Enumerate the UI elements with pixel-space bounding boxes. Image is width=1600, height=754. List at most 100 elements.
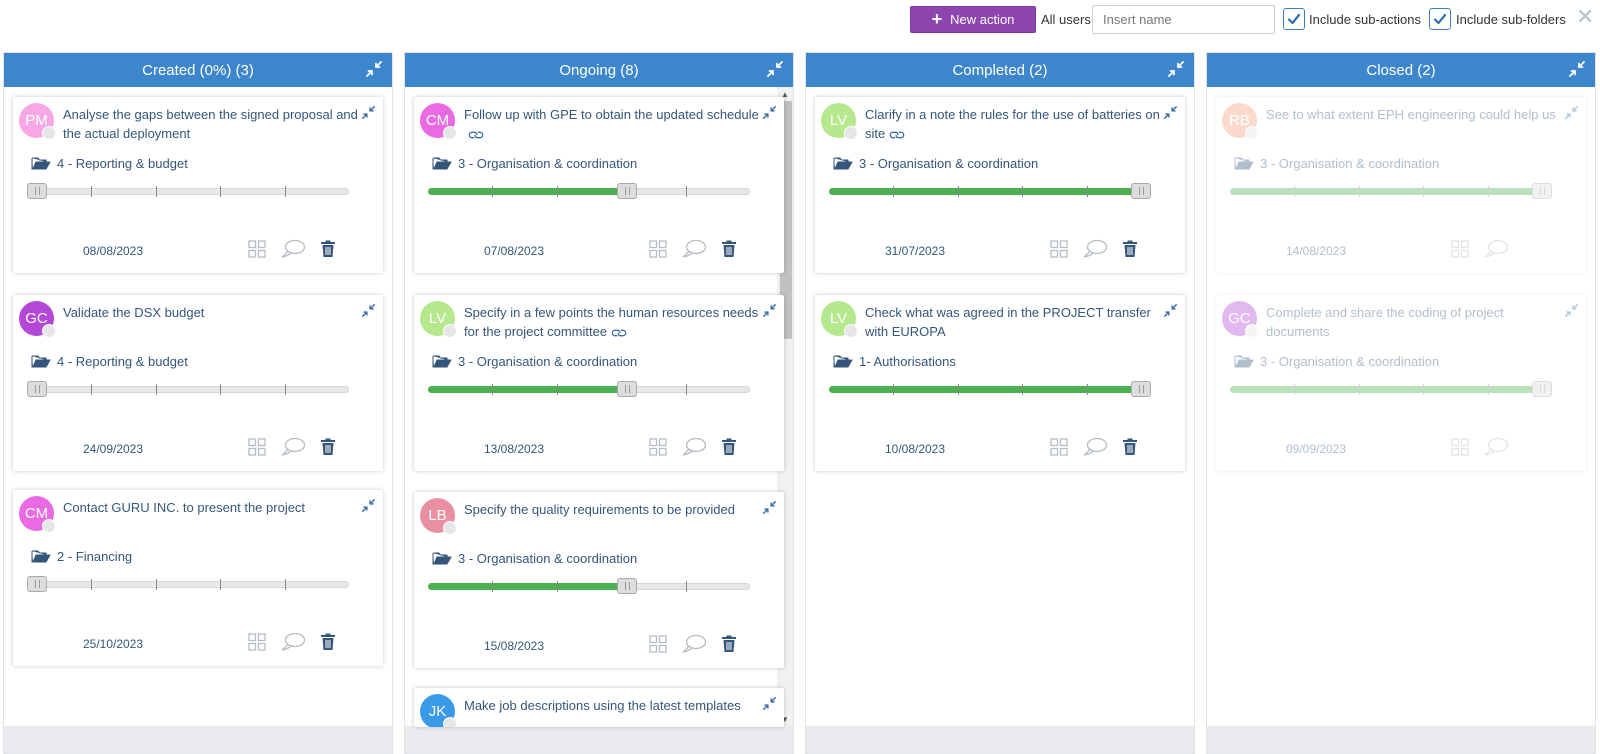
action-card[interactable]: LV Check what was agreed in the PROJECT t… xyxy=(815,295,1185,471)
trash-icon[interactable] xyxy=(1122,240,1138,258)
link-icon[interactable] xyxy=(611,327,627,339)
action-card[interactable]: CM Contact GURU INC. to present the proje… xyxy=(13,490,383,666)
grid-icon[interactable] xyxy=(1050,438,1068,456)
progress-handle[interactable] xyxy=(616,578,637,594)
card-title[interactable]: Complete and share the coding of project… xyxy=(1266,303,1561,341)
folder-row[interactable]: 3 - Organisation & coordination xyxy=(432,549,637,567)
progress-slider[interactable] xyxy=(829,183,1151,199)
comment-icon[interactable] xyxy=(1082,437,1108,457)
progress-handle[interactable] xyxy=(1131,183,1151,199)
comment-icon[interactable] xyxy=(681,239,707,259)
trash-icon[interactable] xyxy=(320,240,336,258)
action-card[interactable]: GC Complete and share the coding of proje… xyxy=(1216,295,1586,471)
card-title[interactable]: See to what extent EPH engineering could… xyxy=(1266,105,1561,124)
progress-slider[interactable] xyxy=(428,578,750,594)
action-card[interactable]: PM Analyse the gaps between the signed pr… xyxy=(13,97,383,273)
grid-icon[interactable] xyxy=(649,438,667,456)
user-name-input[interactable] xyxy=(1092,5,1275,34)
card-title[interactable]: Clarify in a note the rules for the use … xyxy=(865,105,1160,143)
include-sub-actions-checkbox[interactable] xyxy=(1283,8,1305,30)
progress-handle[interactable] xyxy=(1532,381,1552,397)
include-sub-folders-checkbox[interactable] xyxy=(1429,8,1451,30)
grid-icon[interactable] xyxy=(248,438,266,456)
grid-icon[interactable] xyxy=(248,633,266,651)
folder-row[interactable]: 3 - Organisation & coordination xyxy=(1234,352,1439,370)
progress-handle[interactable] xyxy=(616,183,637,199)
action-card[interactable]: JK Make job descriptions using the latest… xyxy=(414,688,784,727)
trash-icon[interactable] xyxy=(721,635,737,653)
comment-icon[interactable] xyxy=(1483,437,1509,457)
folder-row[interactable]: 1- Authorisations xyxy=(833,352,956,370)
grid-icon[interactable] xyxy=(649,635,667,653)
link-icon[interactable] xyxy=(468,129,484,141)
grid-icon[interactable] xyxy=(1050,240,1068,258)
progress-handle[interactable] xyxy=(1131,381,1151,397)
collapse-column-icon[interactable] xyxy=(767,61,783,77)
grid-icon[interactable] xyxy=(1451,438,1469,456)
action-card[interactable]: GC Validate the DSX budget 4 - Reporting &… xyxy=(13,295,383,471)
card-title[interactable]: Analyse the gaps between the signed prop… xyxy=(63,105,358,143)
card-title[interactable]: Validate the DSX budget xyxy=(63,303,358,322)
progress-slider[interactable] xyxy=(428,381,750,397)
card-title[interactable]: Check what was agreed in the PROJECT tra… xyxy=(865,303,1160,341)
collapse-column-icon[interactable] xyxy=(1569,61,1585,77)
collapse-card-icon[interactable] xyxy=(1164,304,1177,317)
card-title[interactable]: Specify the quality requirements to be p… xyxy=(464,500,759,519)
collapse-card-icon[interactable] xyxy=(362,304,375,317)
card-title[interactable]: Follow up with GPE to obtain the updated… xyxy=(464,105,759,143)
card-title[interactable]: Contact GURU INC. to present the project xyxy=(63,498,358,517)
collapse-column-icon[interactable] xyxy=(366,61,382,77)
card-title[interactable]: Specify in a few points the human resour… xyxy=(464,303,759,341)
collapse-card-icon[interactable] xyxy=(763,501,776,514)
comment-icon[interactable] xyxy=(681,437,707,457)
comment-icon[interactable] xyxy=(681,634,707,654)
grid-icon[interactable] xyxy=(1451,240,1469,258)
progress-handle[interactable] xyxy=(1532,183,1552,199)
trash-icon[interactable] xyxy=(320,633,336,651)
comment-icon[interactable] xyxy=(280,239,306,259)
collapse-column-icon[interactable] xyxy=(1168,61,1184,77)
link-icon[interactable] xyxy=(889,129,905,141)
folder-row[interactable]: 3 - Organisation & coordination xyxy=(833,154,1038,172)
new-action-button[interactable]: + New action xyxy=(910,6,1036,33)
collapse-card-icon[interactable] xyxy=(362,106,375,119)
folder-row[interactable]: 2 - Financing xyxy=(31,547,132,565)
progress-slider[interactable] xyxy=(1230,381,1552,397)
folder-row[interactable]: 4 - Reporting & budget xyxy=(31,154,188,172)
folder-row[interactable]: 4 - Reporting & budget xyxy=(31,352,188,370)
progress-handle[interactable] xyxy=(27,381,47,397)
progress-slider[interactable] xyxy=(27,183,349,199)
progress-handle[interactable] xyxy=(27,576,47,592)
collapse-card-icon[interactable] xyxy=(1565,106,1578,119)
collapse-card-icon[interactable] xyxy=(763,106,776,119)
trash-icon[interactable] xyxy=(721,240,737,258)
folder-row[interactable]: 3 - Organisation & coordination xyxy=(432,154,637,172)
scroll-up-icon[interactable]: ▲ xyxy=(781,90,789,99)
action-card[interactable]: LV Specify in a few points the human reso… xyxy=(414,295,784,471)
progress-slider[interactable] xyxy=(27,576,349,592)
comment-icon[interactable] xyxy=(280,632,306,652)
folder-row[interactable]: 3 - Organisation & coordination xyxy=(432,352,637,370)
progress-handle[interactable] xyxy=(616,381,637,397)
action-card[interactable]: LB Specify the quality requirements to be… xyxy=(414,492,784,668)
progress-slider[interactable] xyxy=(1230,183,1552,199)
grid-icon[interactable] xyxy=(248,240,266,258)
card-title[interactable]: Make job descriptions using the latest t… xyxy=(464,696,759,715)
scroll-down-icon[interactable]: ▼ xyxy=(781,715,789,724)
collapse-card-icon[interactable] xyxy=(1164,106,1177,119)
action-card[interactable]: CM Follow up with GPE to obtain the updat… xyxy=(414,97,784,273)
progress-slider[interactable] xyxy=(428,183,750,199)
progress-slider[interactable] xyxy=(27,381,349,397)
action-card[interactable]: RB See to what extent EPH engineering cou… xyxy=(1216,97,1586,273)
comment-icon[interactable] xyxy=(280,437,306,457)
action-card[interactable]: LV Clarify in a note the rules for the us… xyxy=(815,97,1185,273)
comment-icon[interactable] xyxy=(1483,239,1509,259)
folder-row[interactable]: 3 - Organisation & coordination xyxy=(1234,154,1439,172)
grid-icon[interactable] xyxy=(649,240,667,258)
collapse-card-icon[interactable] xyxy=(763,697,776,710)
collapse-card-icon[interactable] xyxy=(362,499,375,512)
progress-handle[interactable] xyxy=(27,183,47,199)
trash-icon[interactable] xyxy=(1122,438,1138,456)
collapse-card-icon[interactable] xyxy=(763,304,776,317)
close-icon[interactable]: ✕ xyxy=(1576,4,1595,29)
